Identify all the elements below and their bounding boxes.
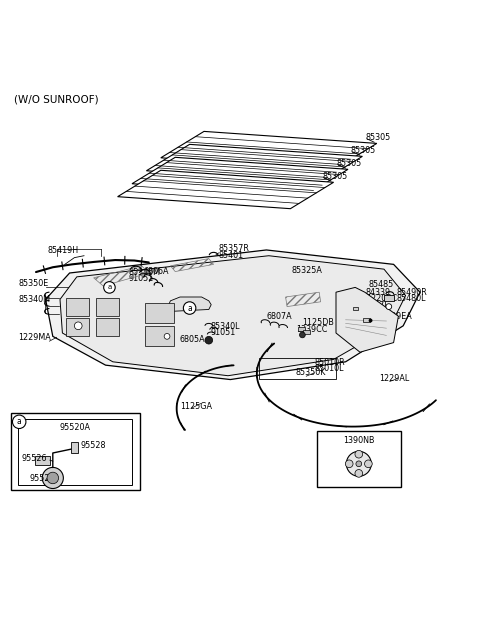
Text: 85340M: 85340M <box>129 268 161 277</box>
Circle shape <box>205 336 213 344</box>
Text: 85357L: 85357L <box>359 300 389 309</box>
Text: 85340L: 85340L <box>210 322 240 331</box>
Text: 91051: 91051 <box>129 274 154 283</box>
Text: 85485: 85485 <box>369 281 394 290</box>
Circle shape <box>346 460 353 467</box>
Text: a: a <box>187 304 192 313</box>
Text: 95521: 95521 <box>30 474 55 483</box>
Circle shape <box>369 318 372 322</box>
Text: 85490R: 85490R <box>396 288 427 297</box>
Text: 84339: 84339 <box>366 288 391 297</box>
Text: 85325A: 85325A <box>292 266 323 275</box>
Polygon shape <box>168 297 211 311</box>
Bar <box>66 298 89 317</box>
Bar <box>71 442 78 453</box>
Text: 85401: 85401 <box>219 250 244 259</box>
Circle shape <box>12 415 26 428</box>
Bar <box>66 318 89 336</box>
Text: 85305: 85305 <box>351 146 376 155</box>
Text: 6807A: 6807A <box>266 311 292 320</box>
Text: 1229AL: 1229AL <box>379 374 409 383</box>
Bar <box>384 295 394 301</box>
Text: a: a <box>108 284 111 290</box>
Text: 95526: 95526 <box>21 454 47 463</box>
Text: 85305: 85305 <box>365 133 391 142</box>
Text: 6805A: 6805A <box>179 334 204 343</box>
Circle shape <box>74 322 82 329</box>
Text: 85010R: 85010R <box>314 358 345 367</box>
Text: 85305: 85305 <box>336 159 362 168</box>
Text: 1390NB: 1390NB <box>343 436 374 445</box>
Bar <box>11 413 140 490</box>
Text: (W/O SUNROOF): (W/O SUNROOF) <box>14 94 99 105</box>
Text: 1220BC: 1220BC <box>366 294 397 303</box>
Circle shape <box>355 450 363 458</box>
Polygon shape <box>146 144 362 183</box>
Text: 85480L: 85480L <box>396 294 426 303</box>
Bar <box>298 327 305 331</box>
Text: 1125DB: 1125DB <box>302 318 334 327</box>
Text: 1229MA: 1229MA <box>18 333 51 342</box>
Bar <box>353 307 358 311</box>
Circle shape <box>356 461 362 467</box>
Circle shape <box>300 332 305 338</box>
Bar <box>317 431 401 487</box>
Text: 95528: 95528 <box>81 441 106 450</box>
Text: 91051: 91051 <box>210 328 236 337</box>
Circle shape <box>183 302 196 315</box>
Circle shape <box>365 460 372 467</box>
Text: 85010L: 85010L <box>314 365 344 374</box>
Bar <box>96 318 119 336</box>
Text: 1129EA: 1129EA <box>382 312 412 321</box>
Text: 95520A: 95520A <box>60 423 91 432</box>
Circle shape <box>164 333 170 339</box>
Bar <box>18 419 132 485</box>
Bar <box>96 298 119 317</box>
Polygon shape <box>161 132 377 169</box>
Circle shape <box>104 282 115 293</box>
Text: 85357R: 85357R <box>219 245 250 254</box>
Circle shape <box>47 473 59 483</box>
Text: 85350E: 85350E <box>18 279 48 288</box>
Circle shape <box>42 467 63 489</box>
Bar <box>145 325 174 346</box>
Text: 85340M: 85340M <box>18 295 50 304</box>
Circle shape <box>386 304 392 309</box>
Text: 1125GA: 1125GA <box>180 403 213 412</box>
Polygon shape <box>336 288 398 352</box>
Bar <box>35 456 50 465</box>
Circle shape <box>355 469 363 477</box>
Bar <box>145 303 174 324</box>
Polygon shape <box>118 170 334 209</box>
Text: 6806A: 6806A <box>144 268 169 277</box>
Polygon shape <box>132 157 348 196</box>
Text: 1339CC: 1339CC <box>297 325 328 334</box>
Bar <box>363 318 370 322</box>
Polygon shape <box>60 256 406 376</box>
Text: 85350K: 85350K <box>296 369 326 377</box>
Text: a: a <box>17 417 22 426</box>
Text: 85419H: 85419H <box>48 246 79 255</box>
Circle shape <box>347 451 372 476</box>
Text: 85305: 85305 <box>322 172 348 181</box>
Bar <box>303 330 310 334</box>
Polygon shape <box>46 250 420 379</box>
